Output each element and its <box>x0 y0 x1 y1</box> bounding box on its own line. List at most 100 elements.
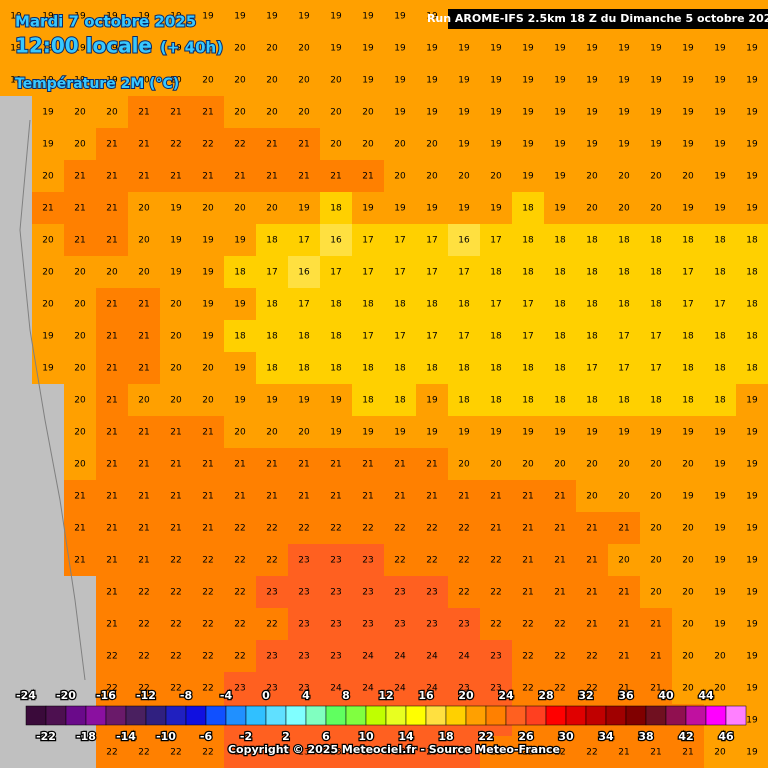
grid-cell <box>704 96 736 128</box>
colorbar-tick-label: -2 <box>240 730 252 743</box>
cell-value: 19 <box>746 428 758 438</box>
grid-cell <box>64 0 96 32</box>
grid-cell <box>416 288 448 320</box>
grid-cell <box>320 448 352 480</box>
cell-value: 20 <box>234 428 246 438</box>
cell-value: 24 <box>426 684 438 694</box>
colorbar-tick-label: 36 <box>618 689 634 702</box>
grid-cell <box>32 0 64 32</box>
cell-value: 19 <box>554 76 566 86</box>
grid-cell <box>512 192 544 224</box>
cell-value: 22 <box>170 620 181 630</box>
cell-value: 22 <box>266 620 277 630</box>
grid-cell <box>320 416 352 448</box>
grid-cell <box>352 256 384 288</box>
cell-value: 24 <box>426 652 438 662</box>
cell-value: 22 <box>554 684 565 694</box>
grid-cell <box>736 192 768 224</box>
colorbar-tick-label: 14 <box>398 730 414 743</box>
lead: (+ 40h) <box>160 39 223 57</box>
grid-cell <box>672 544 704 576</box>
cell-value: 23 <box>362 588 373 598</box>
cell-value: 20 <box>650 524 662 534</box>
colorbar-swatch <box>665 705 687 726</box>
cell-value: 22 <box>234 556 245 566</box>
grid-cell <box>608 416 640 448</box>
cell-value: 18 <box>298 332 310 342</box>
cell-value: 20 <box>234 204 246 214</box>
grid-cell <box>608 192 640 224</box>
grid-cell <box>384 224 416 256</box>
grid-cell <box>96 128 128 160</box>
cell-value: 22 <box>202 684 213 694</box>
cell-value: 19 <box>426 108 438 118</box>
cell-value: 18 <box>266 364 278 374</box>
cell-value: 18 <box>266 236 278 246</box>
grid-cell <box>544 576 576 608</box>
grid-cell <box>704 288 736 320</box>
grid-cell <box>96 320 128 352</box>
cell-value: 20 <box>618 172 630 182</box>
cell-value: 22 <box>554 748 565 758</box>
grid-cell <box>448 64 480 96</box>
cell-value: 21 <box>74 492 85 502</box>
grid-cell <box>480 32 512 64</box>
grid-cell <box>544 192 576 224</box>
grid-cell <box>384 64 416 96</box>
cell-value: 22 <box>234 524 245 534</box>
grid-cell <box>448 608 480 640</box>
cell-value: 19 <box>394 204 406 214</box>
cell-value: 22 <box>266 556 277 566</box>
cell-value: 19 <box>426 396 438 406</box>
grid-cell <box>160 448 192 480</box>
cell-value: 19 <box>426 76 438 86</box>
cell-value: 18 <box>554 268 566 278</box>
grid-cell <box>448 160 480 192</box>
grid-cell <box>384 736 416 768</box>
grid-cell <box>192 128 224 160</box>
cell-value: 22 <box>458 524 469 534</box>
grid-cell <box>512 512 544 544</box>
grid-cell <box>480 416 512 448</box>
grid-cell <box>416 64 448 96</box>
grid-cell <box>576 384 608 416</box>
colorbar-swatch <box>25 705 47 726</box>
grid-cell <box>416 608 448 640</box>
grid-cell <box>416 352 448 384</box>
cell-value: 22 <box>458 588 469 598</box>
grid-cell <box>64 192 96 224</box>
grid-cell <box>64 224 96 256</box>
cell-value: 19 <box>202 300 214 310</box>
cell-value: 19 <box>490 76 502 86</box>
grid-cell <box>512 608 544 640</box>
grid-cell <box>256 128 288 160</box>
cell-value: 18 <box>394 364 406 374</box>
grid-cell <box>416 480 448 512</box>
grid-cell <box>384 32 416 64</box>
cell-value: 16 <box>458 236 470 246</box>
cell-value: 19 <box>746 556 758 566</box>
grid-cell <box>384 608 416 640</box>
grid-cell <box>544 416 576 448</box>
cell-value: 21 <box>618 652 629 662</box>
grid-cell <box>736 96 768 128</box>
cell-value: 21 <box>298 460 309 470</box>
cell-value: 20 <box>362 108 374 118</box>
cell-value: 19 <box>682 492 694 502</box>
grid-cell <box>736 320 768 352</box>
grid-cell <box>544 352 576 384</box>
grid-cell <box>320 384 352 416</box>
cell-value: 20 <box>202 44 214 54</box>
colorbar-tick-label: 44 <box>698 689 714 702</box>
grid-cell <box>704 160 736 192</box>
grid-cell <box>352 224 384 256</box>
cell-value: 20 <box>266 428 278 438</box>
grid-cell <box>576 672 608 704</box>
cell-value: 20 <box>234 108 246 118</box>
cell-value: 23 <box>266 748 277 758</box>
cell-value: 19 <box>266 12 278 22</box>
cell-value: 18 <box>330 364 342 374</box>
grid-cell <box>352 288 384 320</box>
grid-cell <box>288 192 320 224</box>
grid-cell <box>544 672 576 704</box>
